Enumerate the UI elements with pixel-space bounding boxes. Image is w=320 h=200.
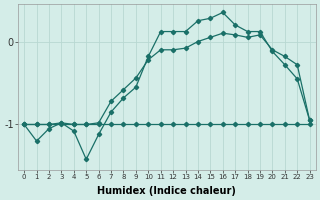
X-axis label: Humidex (Indice chaleur): Humidex (Indice chaleur) bbox=[98, 186, 236, 196]
